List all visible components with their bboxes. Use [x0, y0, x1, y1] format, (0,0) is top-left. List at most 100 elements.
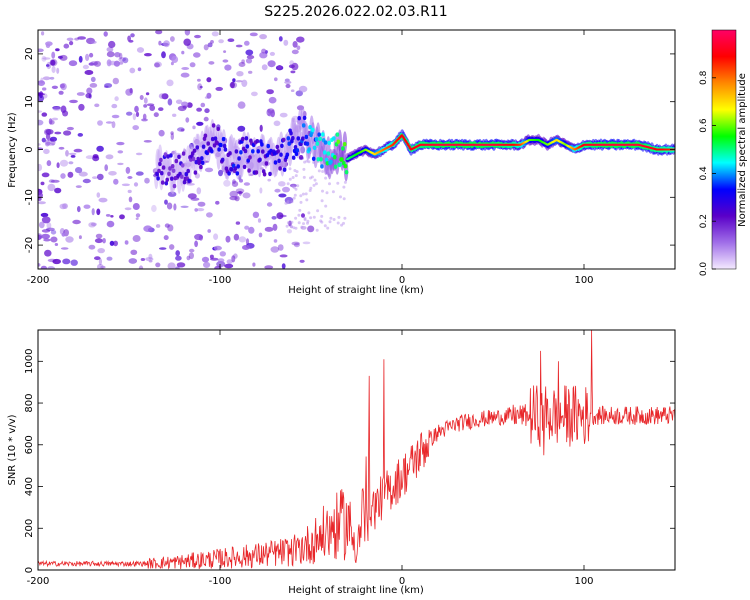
spectrogram-noise-blob	[245, 58, 253, 64]
spectrogram-noise-blob	[224, 64, 232, 71]
spectrogram-ridge	[241, 136, 245, 142]
spectrogram-noise-blob	[188, 252, 194, 260]
spectrogram-noise-blob	[77, 133, 84, 137]
spectrogram-noise-blob	[257, 218, 262, 223]
spectrogram-noise-blob	[40, 77, 44, 84]
spectrogram-noise-blob	[323, 224, 327, 228]
spectrogram-noise-blob	[167, 224, 174, 232]
spectrogram-noise-blob	[264, 226, 274, 232]
spectrogram-noise-blob	[145, 257, 154, 262]
spectrogram-noise-blob	[61, 232, 66, 237]
spectrogram-noise-blob	[331, 190, 335, 194]
spectrogram-noise-blob	[116, 141, 125, 146]
spectrogram-ridge	[260, 142, 264, 147]
colorbar-gradient	[711, 29, 737, 270]
spectrogram-noise-blob	[194, 233, 203, 241]
spectrogram-noise-blob	[133, 182, 139, 187]
spectrogram-noise-blob	[124, 207, 132, 211]
spectrogram-noise-blob	[158, 40, 162, 46]
spectrogram-ridge	[217, 147, 221, 152]
spectrogram-noise-blob	[127, 189, 132, 194]
spectrogram-noise-blob	[38, 95, 45, 102]
spectrogram-noise-blob	[231, 255, 236, 263]
spectrogram-ridge	[338, 162, 342, 167]
spectrogram-noise-blob	[97, 120, 103, 126]
spectrogram-ridge	[291, 155, 296, 160]
spectrogram-noise-blob	[310, 175, 314, 179]
spectrogram-noise-blob	[307, 211, 311, 215]
spectrogram-noise-blob	[189, 248, 195, 253]
spectrogram-noise-blob	[85, 53, 90, 62]
colorbar-label: Normalized spectral amplitude	[737, 73, 748, 227]
spectrogram-ridge	[294, 151, 299, 157]
spectrogram-noise-blob	[44, 139, 50, 147]
spectrogram-ridge	[342, 142, 347, 147]
spectrogram-noise-blob	[237, 101, 246, 109]
spectrogram-noise-blob	[210, 40, 214, 44]
spectrogram-noise-blob	[38, 263, 41, 267]
spectrogram-ridge	[194, 160, 199, 165]
spectrogram-noise-blob	[196, 107, 203, 112]
colorbar: 0.0 0.2 0.4 0.6 0.8 Normalized spectral ampl…	[699, 29, 748, 277]
spectrogram-noise-blob	[302, 241, 311, 245]
colorbar-tick-label: 0.2	[699, 214, 709, 228]
spectrogram-noise-blob	[249, 32, 258, 37]
spectrogram-noise-blob	[38, 197, 42, 201]
spectrogram-ridge	[234, 149, 239, 154]
spectrogram-noise-blob	[94, 256, 101, 261]
spectrogram-noise-blob	[142, 113, 147, 121]
spectrogram-noise-blob	[292, 41, 298, 48]
spectrogram-y-axis-label: Frequency (Hz)	[7, 112, 18, 188]
spectrogram-noise-blob	[269, 51, 275, 56]
spectrogram-noise-blob	[246, 55, 255, 60]
spectrogram-noise-blob	[272, 223, 278, 231]
spectrogram-noise-blob	[302, 222, 305, 226]
spectrogram-noise-blob	[109, 240, 115, 246]
spectrogram-ridge	[318, 136, 322, 141]
spectrogram-noise-blob	[86, 87, 93, 95]
spectrogram-ridge	[266, 143, 271, 149]
spectrogram-noise-blob	[180, 128, 185, 132]
spectrogram-noise-blob	[208, 61, 215, 65]
spectrogram-noise-blob	[57, 55, 63, 59]
spectrogram-noise-blob	[132, 113, 137, 121]
spectrogram-noise-blob	[175, 266, 180, 269]
spectrogram-noise-blob	[203, 261, 211, 268]
spectrogram-noise-blob	[146, 103, 155, 107]
spectrogram-noise-blob	[325, 191, 329, 195]
spectrogram-ridge	[296, 136, 301, 141]
spectrogram-noise-blob	[235, 80, 243, 83]
spectrogram-noise-blob	[235, 44, 243, 48]
spectrogram-ridge	[333, 164, 338, 169]
spectrogram-noise-blob	[239, 178, 243, 183]
spectrogram-noise-blob	[252, 211, 260, 218]
spectrogram-ridge	[262, 172, 267, 177]
spectrogram-noise-blob	[289, 60, 295, 66]
spectrogram-noise-blob	[172, 113, 177, 118]
spectrogram-noise-blob	[215, 200, 220, 205]
spectrogram-noise-blob	[284, 201, 288, 205]
spectrogram-noise-blob	[238, 236, 247, 243]
spectrogram-noise-blob	[324, 204, 328, 208]
x-tick-label: -200	[27, 576, 50, 587]
spectrogram-noise-blob	[59, 83, 65, 89]
spectrogram-noise-blob	[69, 99, 78, 104]
spectrogram-ridge	[216, 126, 220, 132]
spectrogram-noise-blob	[46, 160, 52, 167]
spectrogram-noise-blob	[65, 150, 69, 157]
spectrogram-noise-blob	[167, 262, 176, 269]
spectrogram-ridge	[243, 148, 248, 154]
spectrogram-x-axis-label: Height of straight line (km)	[288, 285, 424, 296]
spectrogram-ridge	[316, 157, 321, 162]
spectrogram-noise-blob	[158, 107, 164, 111]
spectrogram-noise-blob	[83, 204, 91, 209]
spectrogram-ridge	[191, 156, 196, 162]
spectrogram-noise-blob	[106, 47, 114, 52]
colorbar-tick-label: 0.0	[699, 262, 709, 277]
spectrogram-ridge	[322, 150, 327, 155]
spectrogram-noise-blob	[180, 205, 189, 208]
spectrogram-noise-blob	[96, 208, 101, 216]
spectrogram-noise-blob	[141, 118, 148, 122]
spectrogram-noise-blob	[38, 119, 44, 126]
spectrogram-noise-blob	[258, 232, 263, 238]
